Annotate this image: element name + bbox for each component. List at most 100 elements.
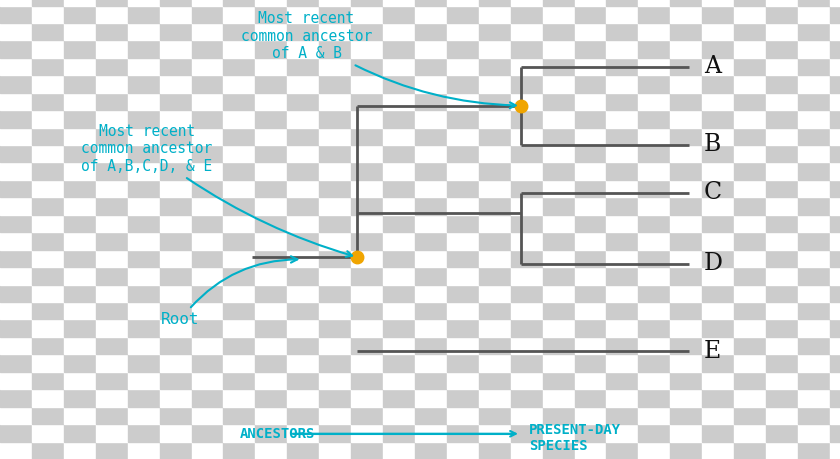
Bar bbox=[319, 337, 351, 354]
Bar bbox=[255, 110, 287, 128]
Bar bbox=[351, 354, 383, 372]
Bar bbox=[798, 285, 830, 302]
Bar bbox=[575, 58, 606, 75]
Bar bbox=[638, 302, 670, 319]
Bar bbox=[192, 250, 223, 267]
Bar bbox=[575, 0, 606, 6]
Bar bbox=[798, 75, 830, 93]
Bar bbox=[160, 215, 192, 232]
Bar bbox=[351, 110, 383, 128]
Bar bbox=[638, 285, 670, 302]
Bar bbox=[734, 250, 766, 267]
Bar bbox=[479, 319, 511, 337]
Bar bbox=[702, 145, 734, 162]
Bar bbox=[351, 424, 383, 442]
Bar bbox=[830, 145, 840, 162]
Bar bbox=[766, 407, 798, 424]
Bar bbox=[798, 319, 830, 337]
Bar bbox=[511, 354, 543, 372]
Bar bbox=[670, 424, 702, 442]
Bar bbox=[575, 180, 606, 197]
Bar bbox=[383, 162, 415, 180]
Bar bbox=[798, 232, 830, 250]
Bar bbox=[32, 93, 64, 110]
Bar bbox=[798, 162, 830, 180]
Bar bbox=[766, 145, 798, 162]
Bar bbox=[511, 40, 543, 58]
Bar bbox=[575, 442, 606, 459]
Bar bbox=[32, 197, 64, 215]
Bar bbox=[798, 424, 830, 442]
Bar bbox=[128, 232, 160, 250]
Bar bbox=[319, 215, 351, 232]
Bar bbox=[575, 215, 606, 232]
Bar bbox=[383, 23, 415, 40]
Bar bbox=[287, 6, 319, 23]
Bar bbox=[383, 93, 415, 110]
Bar bbox=[64, 58, 96, 75]
Bar bbox=[734, 407, 766, 424]
Bar bbox=[128, 180, 160, 197]
Bar bbox=[319, 110, 351, 128]
Bar bbox=[0, 93, 32, 110]
Bar bbox=[638, 442, 670, 459]
Bar bbox=[447, 215, 479, 232]
Bar bbox=[702, 110, 734, 128]
Bar bbox=[638, 319, 670, 337]
Bar bbox=[351, 197, 383, 215]
Bar bbox=[734, 372, 766, 389]
Bar bbox=[702, 215, 734, 232]
Bar bbox=[447, 58, 479, 75]
Bar bbox=[351, 250, 383, 267]
Bar bbox=[160, 250, 192, 267]
Bar bbox=[606, 372, 638, 389]
Bar bbox=[160, 58, 192, 75]
Bar bbox=[766, 23, 798, 40]
Bar bbox=[0, 197, 32, 215]
Bar bbox=[415, 162, 447, 180]
Bar bbox=[734, 337, 766, 354]
Bar bbox=[128, 267, 160, 285]
Bar bbox=[160, 40, 192, 58]
Bar bbox=[798, 389, 830, 407]
Bar bbox=[798, 23, 830, 40]
Bar bbox=[192, 197, 223, 215]
Bar bbox=[96, 75, 128, 93]
Bar bbox=[351, 162, 383, 180]
Bar bbox=[606, 145, 638, 162]
Bar bbox=[64, 250, 96, 267]
Bar bbox=[798, 197, 830, 215]
Bar bbox=[543, 302, 575, 319]
Bar bbox=[287, 267, 319, 285]
Bar bbox=[511, 319, 543, 337]
Bar bbox=[0, 6, 32, 23]
Bar bbox=[447, 389, 479, 407]
Bar bbox=[702, 180, 734, 197]
Bar bbox=[64, 162, 96, 180]
Bar bbox=[702, 389, 734, 407]
Bar bbox=[575, 145, 606, 162]
Bar bbox=[606, 93, 638, 110]
Bar bbox=[319, 267, 351, 285]
Bar bbox=[734, 389, 766, 407]
Bar bbox=[415, 75, 447, 93]
Bar bbox=[670, 354, 702, 372]
Bar bbox=[192, 93, 223, 110]
Bar bbox=[383, 128, 415, 145]
Bar bbox=[670, 267, 702, 285]
Bar bbox=[543, 372, 575, 389]
Bar bbox=[479, 40, 511, 58]
Bar bbox=[638, 75, 670, 93]
Bar bbox=[128, 128, 160, 145]
Bar bbox=[32, 232, 64, 250]
Bar bbox=[766, 75, 798, 93]
Bar bbox=[511, 197, 543, 215]
Bar bbox=[447, 180, 479, 197]
Bar bbox=[64, 0, 96, 6]
Bar bbox=[96, 372, 128, 389]
Bar bbox=[670, 407, 702, 424]
Bar bbox=[447, 319, 479, 337]
Bar bbox=[383, 180, 415, 197]
Bar bbox=[351, 232, 383, 250]
Bar bbox=[543, 197, 575, 215]
